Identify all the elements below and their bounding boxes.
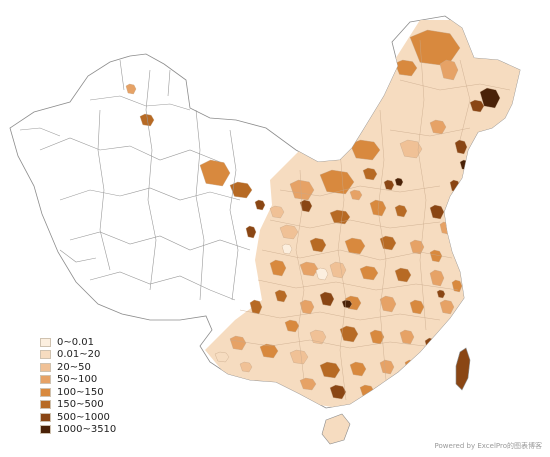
prefecture-region — [319, 169, 355, 195]
legend-item: 1000~3510 — [40, 424, 116, 437]
prefecture-patches — [125, 29, 501, 400]
legend-swatch — [40, 362, 51, 372]
prefecture-region — [329, 209, 351, 225]
legend-swatch — [40, 375, 51, 385]
prefecture-region — [319, 291, 335, 307]
prefecture-region — [269, 259, 287, 277]
legend-item: 20~50 — [40, 361, 116, 374]
legend-item: 500~1000 — [40, 411, 116, 424]
prefecture-region — [279, 224, 299, 240]
prefecture-region — [436, 289, 446, 299]
prefecture-region — [394, 267, 412, 283]
prefecture-region — [454, 139, 468, 155]
prefecture-region — [379, 359, 395, 375]
prefecture-region — [229, 181, 253, 199]
legend-swatch — [40, 337, 51, 347]
prefecture-region — [439, 59, 459, 81]
prefecture-region — [315, 267, 329, 281]
legend-swatch — [40, 350, 51, 360]
legend-label: 0~0.01 — [57, 336, 95, 348]
internal-borders-east — [229, 39, 511, 401]
legend: 0~0.01 0.01~20 20~50 50~100 100~150 150~500 50… — [40, 336, 116, 436]
prefecture-region — [349, 189, 363, 201]
prefecture-region — [383, 179, 395, 191]
legend-item: 0~0.01 — [40, 336, 116, 349]
legend-label: 150~500 — [57, 399, 104, 411]
prefecture-region — [339, 325, 359, 343]
credit-text: Powered by ExcelPro的图表博客 — [434, 442, 542, 450]
prefecture-region — [409, 29, 461, 67]
prefecture-region — [409, 239, 425, 255]
prefecture-region — [362, 167, 378, 181]
legend-label: 50~100 — [57, 374, 98, 386]
legend-swatch — [40, 400, 51, 410]
prefecture-region — [469, 99, 485, 113]
prefecture-region — [299, 299, 315, 315]
prefecture-region — [299, 377, 317, 391]
prefecture-region — [284, 319, 300, 333]
prefecture-region — [229, 335, 247, 351]
prefecture-region — [429, 269, 445, 287]
legend-label: 20~50 — [57, 361, 91, 373]
legend-swatch — [40, 425, 51, 435]
prefecture-region — [299, 261, 319, 277]
prefecture-region — [341, 299, 353, 309]
legend-swatch — [40, 387, 51, 397]
prefecture-region — [359, 265, 379, 281]
prefecture-region — [394, 204, 408, 218]
prefecture-region — [451, 279, 463, 293]
prefecture-region — [399, 139, 423, 159]
legend-label: 100~150 — [57, 386, 104, 398]
prefecture-region — [379, 295, 397, 313]
prefecture-region — [309, 237, 327, 253]
prefecture-region — [274, 289, 288, 303]
legend-label: 500~1000 — [57, 411, 110, 423]
prefecture-region — [399, 329, 415, 345]
legend-swatch — [40, 412, 51, 422]
legend-label: 0.01~20 — [57, 349, 101, 361]
prefecture-region — [369, 329, 385, 345]
legend-item: 50~100 — [40, 374, 116, 387]
prefecture-region — [429, 204, 445, 220]
prefecture-region — [394, 59, 418, 77]
taiwan-island — [455, 347, 471, 391]
prefecture-region — [349, 139, 381, 161]
prefecture-region — [429, 119, 447, 135]
prefecture-region — [254, 199, 266, 211]
legend-item: 100~150 — [40, 386, 116, 399]
prefecture-region — [259, 343, 279, 359]
prefecture-region — [139, 113, 155, 127]
prefecture-region — [239, 361, 253, 373]
prefecture-region — [289, 179, 315, 201]
prefecture-region — [199, 159, 231, 187]
internal-borders-west — [19, 59, 251, 301]
prefecture-region — [309, 329, 327, 345]
prefecture-region — [369, 199, 387, 217]
prefecture-region — [319, 361, 341, 379]
prefecture-region — [439, 299, 455, 315]
prefecture-region — [269, 205, 285, 219]
prefecture-region — [125, 83, 137, 95]
prefecture-region — [299, 199, 313, 213]
prefecture-region — [214, 351, 230, 363]
prefecture-region — [404, 359, 418, 373]
prefecture-region — [281, 243, 293, 255]
prefecture-region — [329, 384, 347, 400]
prefecture-region — [394, 177, 404, 187]
legend-item: 150~500 — [40, 399, 116, 412]
prefecture-region — [289, 349, 309, 365]
prefecture-region — [349, 361, 367, 377]
legend-label: 1000~3510 — [57, 424, 117, 436]
hainan-island — [321, 413, 351, 445]
legend-item: 0.01~20 — [40, 349, 116, 362]
prefecture-region — [245, 225, 257, 239]
